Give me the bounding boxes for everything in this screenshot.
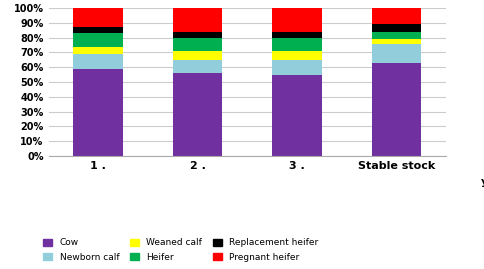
Bar xyxy=(73,47,123,54)
Bar xyxy=(272,38,321,51)
Bar xyxy=(73,69,123,156)
Bar xyxy=(73,8,123,27)
Text: year: year xyxy=(480,177,484,187)
Bar xyxy=(272,60,321,75)
Bar xyxy=(73,27,123,33)
Bar xyxy=(172,38,222,51)
Bar xyxy=(172,60,222,73)
Bar xyxy=(371,8,421,24)
Bar xyxy=(371,39,421,44)
Bar xyxy=(272,8,321,32)
Bar xyxy=(172,32,222,38)
Legend: Cow, Newborn calf, Weaned calf, Heifer, Replacement heifer, Pregnant heifer: Cow, Newborn calf, Weaned calf, Heifer, … xyxy=(43,238,318,262)
Bar xyxy=(272,51,321,60)
Bar xyxy=(371,32,421,39)
Bar xyxy=(73,54,123,69)
Bar xyxy=(172,8,222,32)
Bar xyxy=(172,51,222,60)
Bar xyxy=(371,24,421,32)
Bar xyxy=(272,75,321,156)
Bar xyxy=(371,63,421,156)
Bar xyxy=(272,32,321,38)
Bar xyxy=(172,73,222,156)
Bar xyxy=(371,44,421,63)
Bar xyxy=(73,33,123,47)
